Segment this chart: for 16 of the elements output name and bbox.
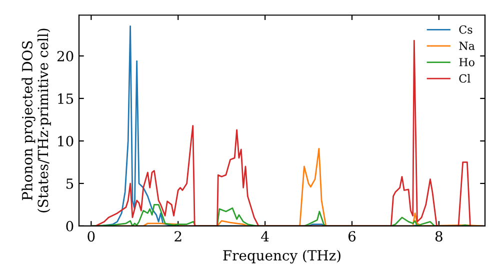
y-tick-label: 20 bbox=[57, 50, 74, 62]
legend-label: Na bbox=[459, 42, 475, 50]
x-tick-label: 6 bbox=[348, 231, 356, 242]
y-tick-label: 10 bbox=[58, 136, 74, 146]
y-tick-label: 5 bbox=[66, 178, 74, 189]
legend-label: Cs bbox=[459, 25, 472, 34]
y-axis-title: Phonon projected DOS (States/THz·primitive cell) bbox=[22, 28, 51, 212]
x-tick-label: 4 bbox=[261, 231, 269, 242]
y-tick-label: 0 bbox=[66, 220, 74, 232]
legend-label: Cl bbox=[459, 74, 470, 83]
legend-label: Ho bbox=[459, 58, 474, 66]
x-tick-label: 0 bbox=[88, 231, 95, 242]
x-tick-label: 8 bbox=[435, 231, 442, 242]
x-axis-title: Frequency (THz) bbox=[223, 250, 340, 264]
x-tick-label: 2 bbox=[174, 231, 182, 242]
y-tick-label: 15 bbox=[58, 93, 74, 104]
